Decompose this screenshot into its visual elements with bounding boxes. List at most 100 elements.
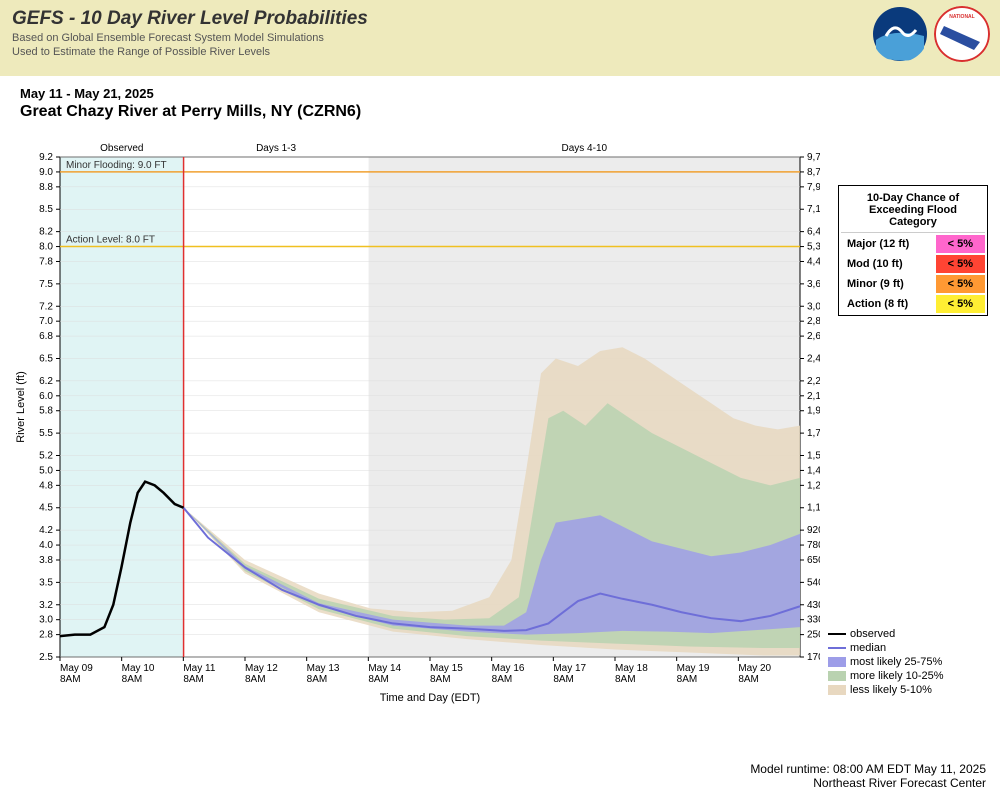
flood-row-pct: < 5%	[936, 235, 985, 253]
svg-text:8AM: 8AM	[245, 674, 266, 685]
header-sub2: Used to Estimate the Range of Possible R…	[12, 46, 988, 58]
svg-text:Time and Day (EDT): Time and Day (EDT)	[380, 692, 480, 704]
logo-group: NATIONAL	[872, 6, 990, 62]
svg-text:6.2: 6.2	[39, 376, 53, 387]
svg-text:May 17: May 17	[553, 663, 586, 674]
svg-text:Action Level: 8.0 FT: Action Level: 8.0 FT	[66, 235, 155, 246]
svg-text:9,700: 9,700	[807, 152, 820, 163]
svg-text:May 16: May 16	[492, 663, 525, 674]
flood-table-title: 10-Day Chance of Exceeding Flood Categor…	[841, 188, 985, 233]
svg-text:4.0: 4.0	[39, 540, 53, 551]
svg-text:8AM: 8AM	[553, 674, 574, 685]
svg-text:River Level (ft): River Level (ft)	[15, 371, 27, 443]
svg-text:920: 920	[807, 525, 820, 536]
svg-text:May 18: May 18	[615, 663, 648, 674]
legend-label: observed	[850, 628, 895, 640]
flood-category-table: 10-Day Chance of Exceeding Flood Categor…	[838, 185, 988, 316]
legend-label: more likely 10-25%	[850, 670, 944, 682]
svg-text:5.8: 5.8	[39, 406, 53, 417]
forecast-center: Northeast River Forecast Center	[750, 776, 986, 790]
svg-text:8AM: 8AM	[492, 674, 513, 685]
svg-text:330: 330	[807, 615, 820, 626]
legend-swatch	[828, 657, 846, 667]
date-range: May 11 - May 21, 2025	[20, 86, 980, 101]
legend-item: most likely 25-75%	[828, 656, 944, 668]
title-block: May 11 - May 21, 2025 Great Chazy River …	[0, 76, 1000, 123]
svg-text:5.2: 5.2	[39, 451, 53, 462]
footer: Model runtime: 08:00 AM EDT May 11, 2025…	[750, 762, 986, 790]
svg-text:2.5: 2.5	[39, 652, 53, 663]
legend-swatch	[828, 647, 846, 649]
legend-label: most likely 25-75%	[850, 656, 942, 668]
svg-text:NATIONAL: NATIONAL	[949, 14, 974, 20]
svg-text:1,700: 1,700	[807, 428, 820, 439]
svg-text:May 15: May 15	[430, 663, 463, 674]
svg-text:7,900: 7,900	[807, 182, 820, 193]
svg-text:2,200: 2,200	[807, 376, 820, 387]
svg-text:May 14: May 14	[368, 663, 401, 674]
svg-text:Days 1-3: Days 1-3	[256, 143, 296, 154]
svg-text:8AM: 8AM	[183, 674, 204, 685]
svg-text:8AM: 8AM	[738, 674, 759, 685]
svg-text:Observed: Observed	[100, 143, 143, 154]
nws-logo-icon: NATIONAL	[934, 6, 990, 62]
svg-text:170: 170	[807, 652, 820, 663]
svg-text:7.5: 7.5	[39, 279, 53, 290]
svg-text:5.5: 5.5	[39, 428, 53, 439]
flood-row-pct: < 5%	[936, 295, 985, 313]
svg-text:1,500: 1,500	[807, 451, 820, 462]
svg-text:May 20: May 20	[738, 663, 771, 674]
svg-text:8.8: 8.8	[39, 182, 53, 193]
svg-text:Minor Flooding: 9.0 FT: Minor Flooding: 9.0 FT	[66, 160, 167, 171]
flood-row-pct: < 5%	[936, 255, 985, 273]
svg-text:1,400: 1,400	[807, 465, 820, 476]
svg-text:2,100: 2,100	[807, 391, 820, 402]
svg-text:Days 4-10: Days 4-10	[562, 143, 608, 154]
svg-text:8AM: 8AM	[430, 674, 451, 685]
svg-text:8.5: 8.5	[39, 204, 53, 215]
svg-text:4.2: 4.2	[39, 525, 53, 536]
flood-row-label: Minor (9 ft)	[841, 275, 934, 293]
svg-text:6.8: 6.8	[39, 331, 53, 342]
legend-swatch	[828, 685, 846, 695]
svg-text:6,400: 6,400	[807, 227, 820, 238]
svg-text:3.2: 3.2	[39, 600, 53, 611]
page-title: GEFS - 10 Day River Level Probabilities	[12, 8, 988, 30]
svg-text:8AM: 8AM	[677, 674, 698, 685]
svg-text:4,400: 4,400	[807, 256, 820, 267]
svg-text:9.0: 9.0	[39, 167, 53, 178]
svg-text:3.0: 3.0	[39, 615, 53, 626]
svg-text:2,800: 2,800	[807, 316, 820, 327]
legend-item: less likely 5-10%	[828, 684, 944, 696]
svg-text:5.0: 5.0	[39, 465, 53, 476]
model-runtime: Model runtime: 08:00 AM EDT May 11, 2025	[750, 762, 986, 776]
svg-text:May 11: May 11	[183, 663, 215, 674]
legend-label: less likely 5-10%	[850, 684, 932, 696]
legend-swatch	[828, 671, 846, 681]
svg-text:2,600: 2,600	[807, 331, 820, 342]
svg-text:1,200: 1,200	[807, 480, 820, 491]
svg-text:7.8: 7.8	[39, 256, 53, 267]
legend-swatch	[828, 633, 846, 635]
svg-text:4.8: 4.8	[39, 480, 53, 491]
flood-row-pct: < 5%	[936, 275, 985, 293]
station-name: Great Chazy River at Perry Mills, NY (CZ…	[20, 103, 980, 121]
svg-text:1,100: 1,100	[807, 503, 820, 514]
river-chart: 2.52.83.03.23.53.84.04.24.54.85.05.25.55…	[10, 127, 820, 727]
svg-text:250: 250	[807, 630, 820, 641]
svg-text:8.2: 8.2	[39, 227, 53, 238]
svg-text:540: 540	[807, 577, 820, 588]
flood-row-label: Action (8 ft)	[841, 295, 934, 313]
svg-text:8.0: 8.0	[39, 242, 53, 253]
svg-text:May 09: May 09	[60, 663, 93, 674]
header-sub1: Based on Global Ensemble Forecast System…	[12, 32, 988, 44]
svg-text:2.8: 2.8	[39, 630, 53, 641]
svg-text:8AM: 8AM	[122, 674, 143, 685]
chart-legend: observed median most likely 25-75% more lik…	[828, 628, 944, 698]
svg-text:3,000: 3,000	[807, 301, 820, 312]
svg-text:780: 780	[807, 540, 820, 551]
svg-text:8AM: 8AM	[60, 674, 81, 685]
svg-text:6.0: 6.0	[39, 391, 53, 402]
svg-text:3.5: 3.5	[39, 577, 53, 588]
legend-label: median	[850, 642, 886, 654]
